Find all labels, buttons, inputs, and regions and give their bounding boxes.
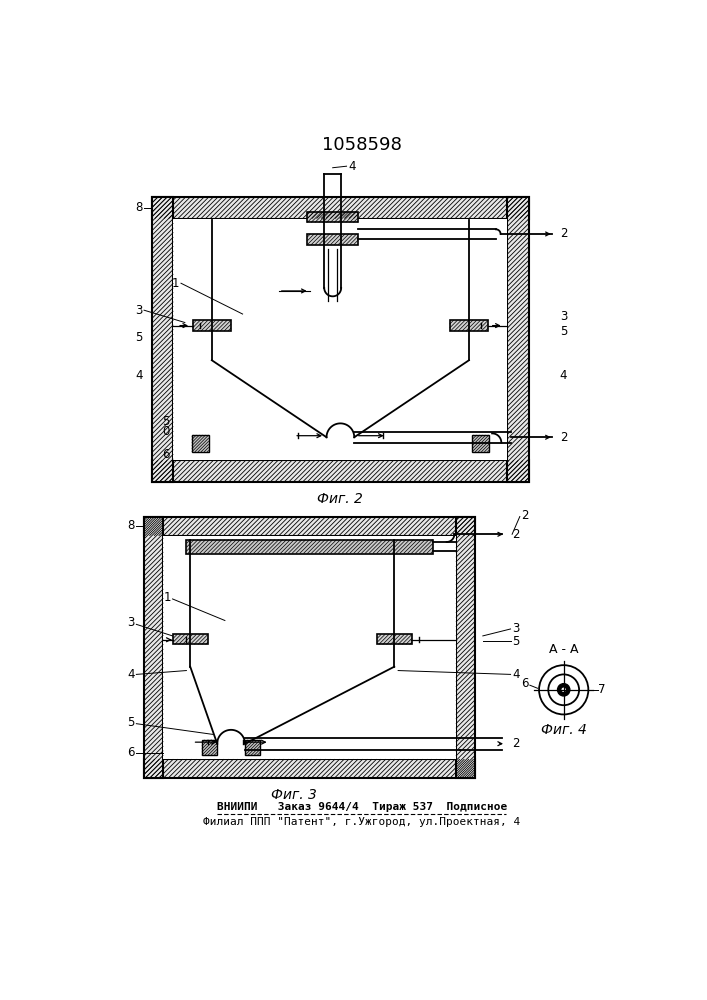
Text: 3: 3 <box>560 310 567 323</box>
Bar <box>144 517 475 536</box>
Text: 8: 8 <box>135 201 143 214</box>
Text: 1: 1 <box>163 591 171 604</box>
Text: 3: 3 <box>127 616 135 629</box>
Text: 2: 2 <box>512 528 520 541</box>
Bar <box>173 634 208 644</box>
Bar <box>472 435 489 452</box>
Text: 2: 2 <box>512 737 520 750</box>
Text: 1058598: 1058598 <box>322 136 402 154</box>
Bar <box>144 759 475 778</box>
Text: 4: 4 <box>135 369 143 382</box>
Text: 7: 7 <box>598 683 606 696</box>
Text: 5: 5 <box>135 331 143 344</box>
Text: 4: 4 <box>348 160 356 173</box>
Bar <box>192 320 231 331</box>
Text: 5: 5 <box>127 716 135 729</box>
Text: 6: 6 <box>522 677 529 690</box>
Bar <box>152 197 529 219</box>
Bar <box>152 197 173 482</box>
Text: Фиг. 2: Фиг. 2 <box>317 492 363 506</box>
Text: Фиг. 3: Фиг. 3 <box>271 788 317 802</box>
Bar <box>308 212 358 222</box>
Bar <box>187 540 433 554</box>
Bar <box>144 517 163 778</box>
Text: 6: 6 <box>162 448 170 461</box>
Bar <box>450 320 489 331</box>
Circle shape <box>562 688 565 691</box>
Bar <box>192 435 209 452</box>
Text: 4: 4 <box>560 369 567 382</box>
Text: 5: 5 <box>162 415 170 428</box>
Bar <box>163 536 456 759</box>
Text: Филиал ППП "Патент", г.Ужгород, ул.Проектная, 4: Филиал ППП "Патент", г.Ужгород, ул.Проек… <box>204 817 520 827</box>
Bar <box>508 197 529 482</box>
Text: Фиг. 4: Фиг. 4 <box>541 723 587 737</box>
Text: 2: 2 <box>560 227 567 240</box>
Text: 1: 1 <box>172 277 180 290</box>
Text: 6: 6 <box>127 746 135 759</box>
Text: ВНИИПИ   Заказ 9644/4  Тираж 537  Подписное: ВНИИПИ Заказ 9644/4 Тираж 537 Подписное <box>217 802 507 812</box>
Text: 2: 2 <box>560 431 567 444</box>
Text: 4: 4 <box>512 668 520 681</box>
Circle shape <box>558 684 570 696</box>
Text: 4: 4 <box>127 668 135 681</box>
Text: 3: 3 <box>512 622 520 635</box>
Bar <box>456 517 475 778</box>
Text: 3: 3 <box>135 304 143 317</box>
Bar <box>152 460 529 482</box>
Text: 5: 5 <box>560 325 567 338</box>
Bar <box>201 740 217 755</box>
Text: 8: 8 <box>127 519 135 532</box>
Text: 2: 2 <box>521 509 529 522</box>
Bar <box>245 740 260 755</box>
Bar <box>308 234 358 245</box>
Bar <box>173 219 508 460</box>
Text: A - A: A - A <box>549 643 578 656</box>
Text: 5: 5 <box>512 635 520 648</box>
Text: 0: 0 <box>162 425 170 438</box>
Bar <box>378 634 412 644</box>
